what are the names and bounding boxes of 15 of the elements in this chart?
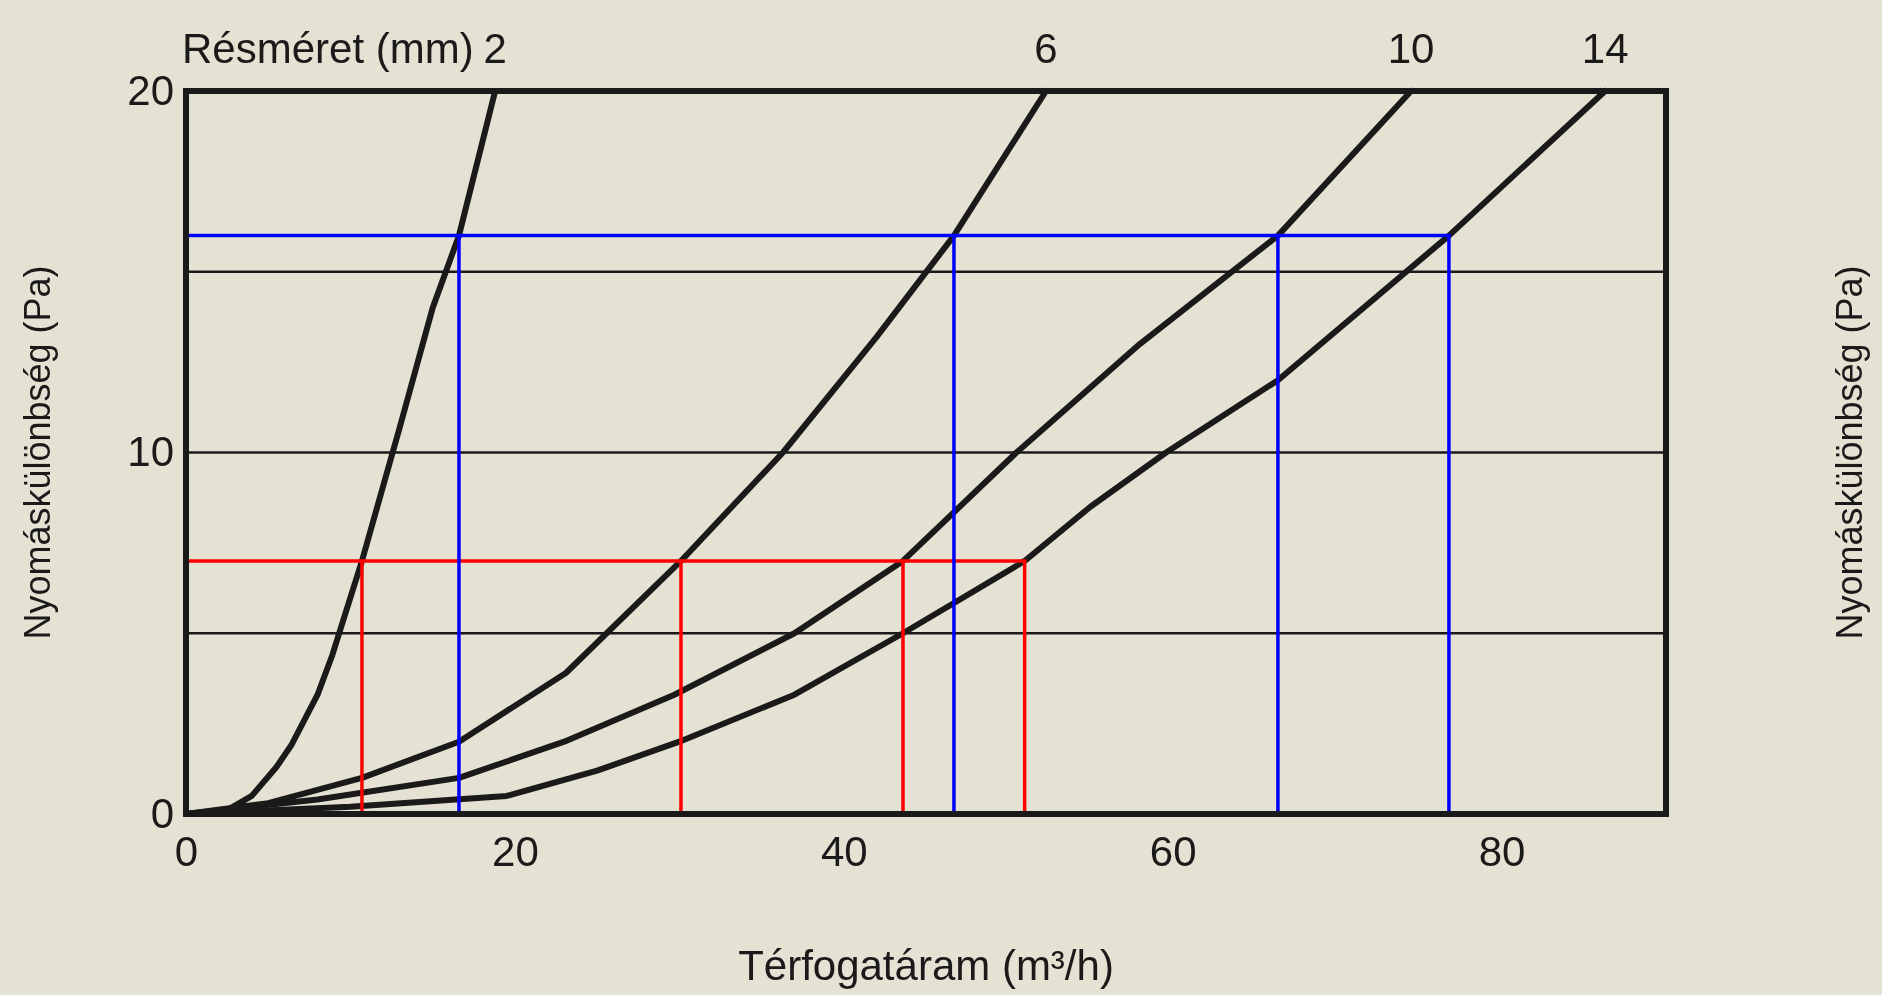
x-tick-label: 40 <box>820 827 868 875</box>
x-tick-label: 60 <box>1149 827 1197 875</box>
series-label: 6 <box>1034 25 1058 72</box>
y-tick-label: 20 <box>127 66 174 114</box>
series-label: 2 <box>483 25 507 72</box>
y-axis-title: Nyomáskülönbség (Pa) <box>17 265 58 640</box>
y-tick-label: 0 <box>150 789 174 837</box>
x-axis-title: Térfogatáram (m³/h) <box>738 942 1114 989</box>
y2-axis-title: Nyomáskülönbség (Pa) <box>1829 265 1870 640</box>
series-label: 10 <box>1387 25 1435 72</box>
series-label: 14 <box>1581 25 1629 72</box>
legend-title: Résméret (mm) <box>182 25 474 72</box>
x-tick-label: 80 <box>1478 827 1526 875</box>
y-tick-label: 10 <box>127 428 174 476</box>
x-tick-label: 20 <box>492 827 539 875</box>
